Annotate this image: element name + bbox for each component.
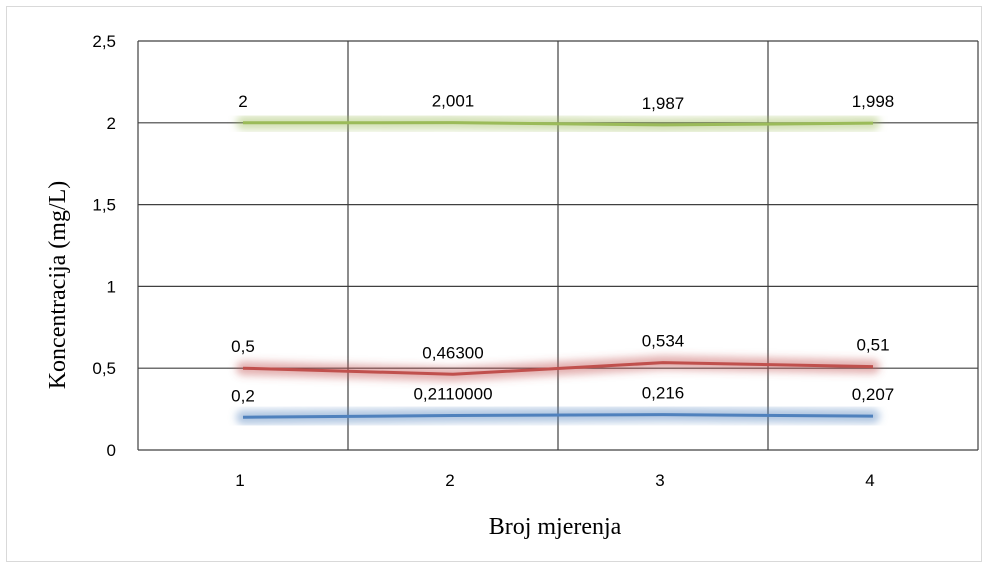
- data-label: 0,216: [642, 384, 685, 403]
- data-label: 0,51: [856, 336, 889, 355]
- data-label: 0,5: [231, 337, 255, 356]
- x-tick-label: 1: [235, 471, 244, 490]
- series-0-line: [242, 121, 874, 127]
- y-tick-label: 1: [107, 277, 116, 296]
- series-lines: [242, 121, 874, 419]
- y-tick-label: 1,5: [92, 196, 116, 215]
- x-tick-label: 4: [865, 471, 874, 490]
- x-tick-label: 2: [445, 471, 454, 490]
- y-tick-label: 0,5: [92, 359, 116, 378]
- data-label: 0,46300: [422, 343, 483, 362]
- data-label: 1,998: [852, 92, 895, 111]
- chart-frame: [6, 6, 982, 562]
- series-2-line: [242, 413, 874, 419]
- y-axis-title: Koncentracija (mg/L): [45, 181, 71, 390]
- x-tick-label: 3: [655, 471, 664, 490]
- data-label: 0,207: [852, 385, 895, 404]
- tick-labels: 0 0,5 1 1,5 2 2,5 1 2 3 4: [92, 32, 874, 490]
- y-tick-label: 2: [107, 114, 116, 133]
- data-labels: 2 2,001 1,987 1,998 0,5 0,46300 0,534 0,51 0,2 0,…: [231, 92, 894, 406]
- series-1-line: [242, 361, 874, 376]
- data-label: 1,987: [642, 94, 685, 113]
- y-tick-label: 2,5: [92, 32, 116, 51]
- data-label: 2,001: [432, 92, 475, 111]
- data-label: 2: [238, 92, 247, 111]
- data-label: 0,2110000: [413, 384, 492, 403]
- x-axis-title: Broj mjerenja: [489, 514, 622, 540]
- data-label: 0,534: [642, 332, 685, 351]
- y-tick-label: 0: [107, 441, 116, 460]
- data-label: 0,2: [231, 386, 255, 405]
